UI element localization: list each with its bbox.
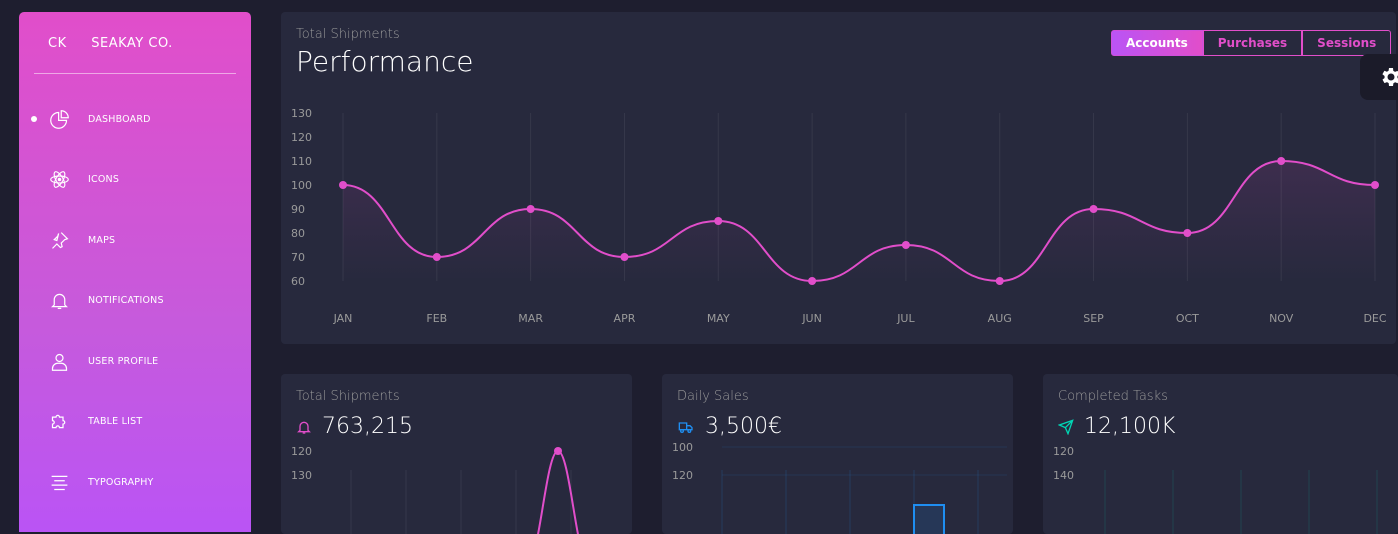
y-tick-label: 90 [291, 203, 305, 216]
x-tick-label: SEP [1083, 312, 1104, 325]
y-tick-label: 100 [291, 179, 312, 192]
purchases-button[interactable]: Purchases [1202, 30, 1303, 56]
data-point [714, 217, 723, 225]
sidebar-item-label: TYPOGRAPHY [88, 476, 154, 488]
puzzle-icon [51, 414, 66, 428]
page-title: Performance [296, 45, 474, 78]
sidebar-item-dashboard[interactable]: DASHBOARD [19, 99, 251, 139]
data-point [526, 205, 535, 213]
align-center-icon [51, 475, 68, 490]
series-line [342, 159, 1376, 283]
x-tick-label: FEB [426, 312, 447, 325]
data-point [554, 447, 562, 455]
sidebar-item-maps[interactable]: MAPS [19, 220, 251, 260]
y-tick-label: 110 [291, 155, 312, 168]
card-value-row: 763,215 [296, 414, 413, 439]
shipments-mini-chart: 120 130 [291, 445, 579, 534]
x-tick-label: JAN [333, 312, 353, 325]
card-subtitle: Total Shipments [296, 27, 400, 42]
delivery-icon [678, 422, 693, 433]
sidebar-item-user-profile[interactable]: USER PROFILE [19, 341, 251, 381]
active-indicator [31, 116, 37, 122]
x-tick-label: MAY [707, 312, 730, 325]
series-area [343, 161, 1375, 281]
card-value-row: 12,100K [1057, 414, 1176, 439]
x-tick-label: AUG [988, 312, 1012, 325]
sidebar-item-label: TABLE LIST [88, 415, 143, 427]
atom-icon [50, 170, 69, 188]
series-line [537, 449, 579, 534]
x-tick-label: JUL [896, 312, 915, 325]
sidebar-item-icons[interactable]: ICONS [19, 159, 251, 199]
data-point [1277, 157, 1286, 165]
brand[interactable]: CK SEAKAY CO. [48, 36, 173, 51]
y-tick-label: 60 [291, 275, 305, 288]
data-point [1089, 205, 1098, 213]
data-point [1371, 181, 1379, 189]
sidebar: CK SEAKAY CO. DASHBOARD ICONS MAPS NOTIF… [19, 12, 251, 532]
performance-line-chart: JAN FEB MAR APR MAY JUN JUL AUG SEP OCT NOV DEC 60 70… [291, 107, 1387, 325]
x-tick-label: MAR [518, 312, 543, 325]
y-tick-label: 80 [291, 227, 305, 240]
card-value-row: 3,500€ [677, 414, 782, 439]
y-tick-label: 120 [291, 445, 312, 458]
sidebar-item-table-list[interactable]: TABLE LIST [19, 401, 251, 441]
sidebar-item-typography[interactable]: TYPOGRAPHY [19, 462, 251, 502]
x-tick-label: NOV [1269, 312, 1294, 325]
gear-icon [1382, 68, 1398, 86]
y-tick-label: 130 [291, 469, 312, 482]
performance-card: Total Shipments Performance Accounts Pur… [281, 12, 1396, 344]
pin-icon [52, 231, 69, 249]
sidebar-item-label: MAPS [88, 234, 116, 246]
y-tick-label: 130 [291, 107, 312, 120]
data-point [1183, 229, 1192, 237]
y-tick-label: 140 [1053, 469, 1074, 482]
y-tick-label: 120 [1053, 445, 1074, 458]
brand-name[interactable]: SEAKAY CO. [91, 36, 173, 51]
data-point [620, 253, 629, 261]
sidebar-item-label: NOTIFICATIONS [88, 294, 164, 306]
y-tick-label: 70 [291, 251, 305, 264]
x-tick-label: APR [614, 312, 636, 325]
sidebar-item-label: DASHBOARD [88, 113, 151, 125]
card-subtitle: Daily Sales [677, 389, 749, 404]
completed-tasks-mini-chart: 120 140 [1053, 445, 1378, 534]
card-subtitle: Completed Tasks [1058, 389, 1168, 404]
daily-sales-mini-chart: 100 120 [672, 441, 1007, 534]
y-tick-label: 100 [672, 441, 693, 454]
accounts-button[interactable]: Accounts [1111, 30, 1203, 56]
bell-icon [297, 421, 311, 434]
x-tick-label: JUN [801, 312, 822, 325]
x-tick-label: OCT [1176, 312, 1199, 325]
sidebar-item-notifications[interactable]: NOTIFICATIONS [19, 280, 251, 320]
sidebar-item-label: USER PROFILE [88, 355, 159, 367]
daily-sales-card: Daily Sales 3,500€ 100 120 [662, 374, 1013, 534]
sidebar-item-label: ICONS [88, 173, 120, 185]
user-icon [51, 353, 68, 371]
chart-pie-icon [50, 109, 69, 129]
card-value: 763,215 [322, 414, 413, 439]
brand-divider [34, 73, 236, 74]
bell-icon [51, 293, 68, 309]
data-point [901, 241, 910, 249]
total-shipments-card: Total Shipments 763,215 120 130 [281, 374, 632, 534]
y-tick-label: 120 [291, 131, 312, 144]
settings-toggle[interactable] [1360, 54, 1398, 100]
x-tick-label: DEC [1363, 312, 1386, 325]
y-tick-label: 120 [672, 469, 693, 482]
card-value: 3,500€ [705, 414, 782, 439]
card-value: 12,100K [1084, 414, 1176, 439]
completed-tasks-card: Completed Tasks 12,100K 120 140 [1043, 374, 1398, 534]
data-point [339, 181, 347, 189]
sessions-button[interactable]: Sessions [1302, 30, 1392, 56]
brand-mini[interactable]: CK [48, 36, 67, 51]
dataset-toggle-group: Accounts Purchases Sessions [1111, 30, 1392, 56]
card-subtitle: Total Shipments [296, 389, 400, 404]
send-icon [1057, 419, 1074, 436]
data-point [432, 253, 441, 261]
data-point [995, 277, 1004, 285]
data-point [808, 277, 817, 285]
